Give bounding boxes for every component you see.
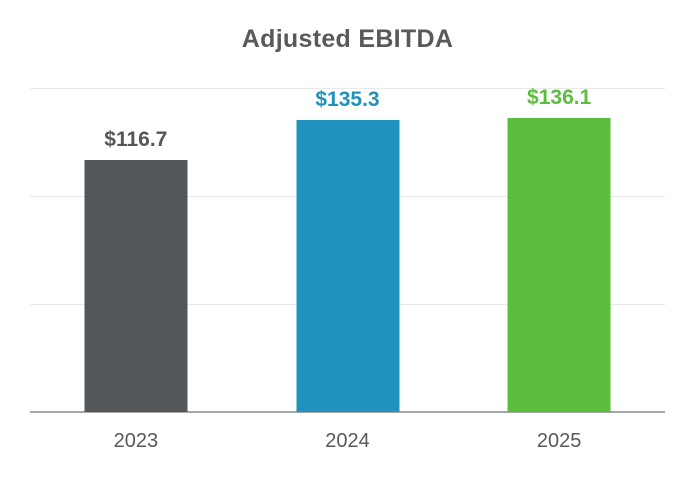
bar-2024 [296, 120, 399, 412]
x-tick-label: 2024 [325, 430, 370, 452]
bar-value-label: $116.7 [104, 128, 168, 151]
chart-title: Adjusted EBITDA [241, 25, 454, 53]
bar-value-label: $135.3 [315, 88, 380, 111]
x-tick-label: 2025 [536, 430, 582, 452]
x-axis-line [30, 411, 665, 413]
bar-group-2024: $135.3 [296, 88, 399, 412]
bar-2023 [84, 160, 188, 412]
gridline [30, 88, 665, 89]
bar-group-2025: $136.1 [507, 86, 611, 412]
bar-value-label: $136.1 [527, 86, 592, 109]
bar-group-2023: $116.7 [84, 128, 188, 412]
bar-2025 [507, 118, 611, 412]
x-axis-ticks: 2023 2024 2025 [30, 430, 665, 454]
plot-area: $116.7 $135.3 $136.1 [30, 86, 665, 413]
x-tick-label: 2023 [113, 430, 159, 452]
